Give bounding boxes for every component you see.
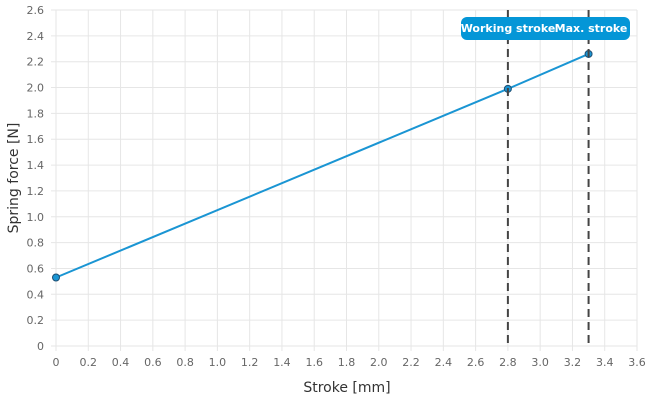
marker-tag-background [461,17,630,40]
x-tick-label: 1.8 [338,356,356,369]
marker-tags: Working stroke Max. stroke [461,17,630,40]
x-tick-label: 1.4 [273,356,291,369]
x-axis-title: Stroke [mm] [303,380,390,396]
x-tick-label: 3.4 [596,356,614,369]
stroke-markers [506,10,590,346]
y-tick-label: 0.2 [27,314,45,327]
y-tick-label: 0 [37,340,44,353]
y-tick-label: 2.0 [27,82,45,95]
x-tick-label: 2.6 [467,356,485,369]
x-tick-label: 0.6 [144,356,162,369]
y-tick-label: 0.4 [27,288,45,301]
y-tick-label: 2.4 [27,30,45,43]
data-point[interactable] [52,273,60,282]
y-tick-label: 1.4 [27,159,45,172]
x-tick-label: 2.2 [402,356,420,369]
x-tick-label: 0 [53,356,60,369]
y-tick-label: 2.6 [27,4,45,17]
marker-tag-label: Working stroke [461,22,556,35]
y-tick-label: 1.0 [27,211,45,224]
x-tick-label: 3.2 [564,356,582,369]
x-tick-label: 1.0 [209,356,227,369]
x-tick-label: 3.6 [628,356,646,369]
y-tick-label: 1.2 [27,185,45,198]
x-tick-label: 0.4 [112,356,130,369]
y-tick-label: 1.6 [27,133,45,146]
y-tick-label: 1.8 [27,107,45,120]
x-tick-label: 1.2 [241,356,259,369]
x-tick-label: 0.2 [80,356,98,369]
y-axis-title: Spring force [N] [6,123,22,234]
grid [51,9,638,351]
y-tick-label: 2.2 [27,56,45,69]
x-axis-ticks: 0 0.2 0.4 0.6 0.8 1.0 1.2 1.4 1.6 1.8 2.0 2.2 2.4 2.6… [53,356,646,369]
x-tick-label: 1.6 [305,356,323,369]
x-tick-label: 0.8 [176,356,194,369]
x-tick-label: 3.0 [531,356,549,369]
y-tick-label: 0.6 [27,262,45,275]
marker-tag-label: Max. stroke [555,22,628,35]
x-tick-label: 2.8 [499,356,517,369]
x-tick-label: 2.4 [435,356,453,369]
y-tick-label: 0.8 [27,237,45,250]
series-layer [52,49,593,282]
x-tick-label: 2.0 [370,356,388,369]
y-axis-ticks: 0 0.2 0.4 0.6 0.8 1.0 1.2 1.4 1.6 1.8 2.0 2.2 2.4 2.6 [27,4,45,353]
